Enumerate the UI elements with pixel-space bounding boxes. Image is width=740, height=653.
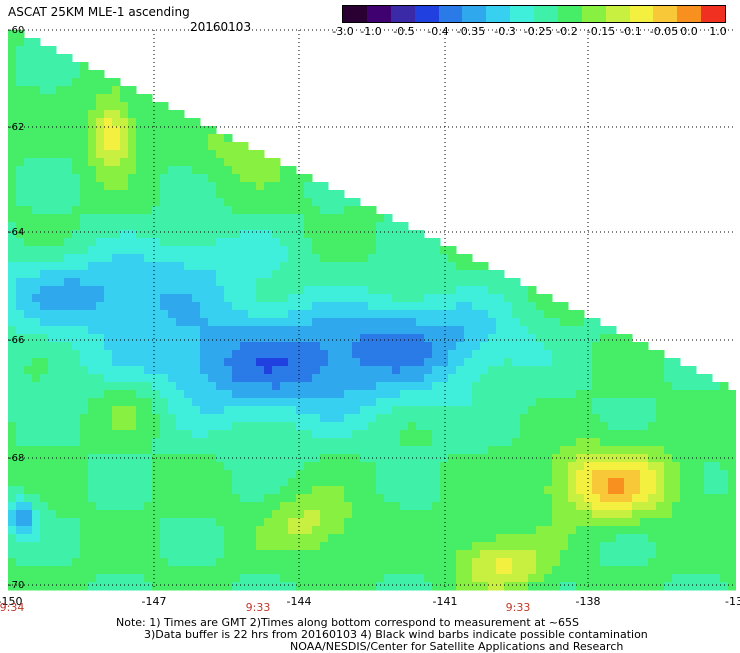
color-swatch xyxy=(438,6,463,22)
longitude-label: -138 xyxy=(575,595,601,608)
color-swatch xyxy=(414,6,439,22)
product-date: 20160103 xyxy=(190,20,252,34)
time-label: 9:33 xyxy=(505,601,531,614)
time-label: 9:34 xyxy=(0,601,25,614)
color-swatch xyxy=(534,6,558,22)
longitude-label: -141 xyxy=(432,595,458,608)
color-swatch xyxy=(629,6,654,22)
longitude-label: -150 xyxy=(0,595,23,608)
color-swatch xyxy=(462,6,487,22)
color-scale-label: -0.15 xyxy=(586,25,616,38)
color-swatch xyxy=(557,6,582,22)
latitude-label: -62 xyxy=(8,122,25,133)
color-swatch xyxy=(677,6,702,22)
color-swatch xyxy=(366,6,391,22)
note-line-3: NOAA/NESDIS/Center for Satellite Applica… xyxy=(290,640,624,653)
longitude-label: -147 xyxy=(141,595,167,608)
color-scale-label: -0.3 xyxy=(494,25,516,38)
color-swatch xyxy=(510,6,534,22)
product-title: ASCAT 25KM MLE-1 ascending xyxy=(8,5,190,19)
color-scale-label: 1.0 xyxy=(709,25,727,38)
color-scale-label: -0.35 xyxy=(456,25,486,38)
color-scale-label: -0.2 xyxy=(556,25,578,38)
note-line-2: 3)Data buffer is 22 hrs from 20160103 4)… xyxy=(144,628,648,641)
color-swatch xyxy=(390,6,415,22)
color-scale-label: -0.1 xyxy=(620,25,642,38)
color-scale-bar xyxy=(342,5,726,23)
longitude-label: -13 xyxy=(725,595,740,608)
latitude-label: -64 xyxy=(8,227,25,238)
color-scale-label: 0.0 xyxy=(680,25,698,38)
color-scale-label: -3.0 xyxy=(332,25,354,38)
data-pixels xyxy=(8,30,736,591)
color-swatch xyxy=(605,6,630,22)
longitude-label: -144 xyxy=(286,595,312,608)
color-scale-label: -0.25 xyxy=(523,25,553,38)
color-swatch xyxy=(343,6,367,22)
latitude-label: -68 xyxy=(8,453,25,464)
note-line-1: Note: 1) Times are GMT 2)Times along bot… xyxy=(116,616,579,629)
color-swatch xyxy=(486,6,511,22)
latitude-label: -70 xyxy=(8,580,25,591)
wind-field-map xyxy=(8,29,736,591)
color-swatch xyxy=(581,6,606,22)
color-scale-label: -0.5 xyxy=(393,25,415,38)
color-scale-label: -0.05 xyxy=(649,25,679,38)
latitude-label: -60 xyxy=(8,25,25,36)
color-swatch xyxy=(701,6,725,22)
color-scale-label: -0.4 xyxy=(427,25,449,38)
color-swatch xyxy=(653,6,678,22)
latitude-label: -66 xyxy=(8,335,25,346)
color-scale-label: -1.0 xyxy=(360,25,382,38)
time-label: 9:33 xyxy=(245,601,271,614)
